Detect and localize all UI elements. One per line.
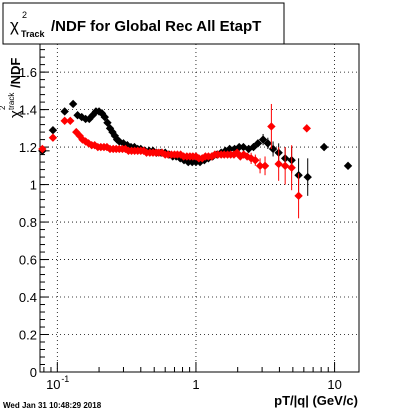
data-point: [255, 161, 265, 171]
data-point: [48, 126, 58, 135]
data-point: [267, 122, 276, 131]
data-point: [81, 137, 90, 146]
series-1: [38, 103, 311, 219]
chart-title: /NDF for Global Rec All EtapT: [51, 18, 261, 35]
data-point: [75, 131, 84, 141]
data-point: [263, 139, 273, 148]
title-box: [2, 2, 285, 45]
timestamp: Wed Jan 31 10:48:29 2018: [3, 401, 102, 410]
ylabel-chi: χ: [7, 110, 24, 118]
data-point: [60, 107, 69, 116]
data-point: [123, 141, 132, 150]
x-tick-label-2: 10: [327, 377, 341, 392]
x-tick-label-0-exponent: -1: [61, 374, 69, 384]
y-tick-label: 0: [30, 365, 37, 380]
data-point: [90, 141, 99, 150]
x-tick-label-0-base: 10: [46, 377, 60, 392]
y-tick-label: 1.2: [19, 140, 37, 155]
data-point: [302, 124, 311, 133]
y-tick-label: 1.6: [19, 65, 37, 80]
data-point: [253, 139, 263, 148]
y-tick-label: 0.6: [19, 253, 37, 268]
data-point: [294, 191, 303, 201]
data-point: [48, 133, 58, 142]
data-point: [303, 172, 312, 182]
y-tick-labels: 0 0.2 0.4 0.6 0.8 1 1.2 1.4 1.6: [19, 65, 37, 380]
x-tick-labels: 10 -1 1 10: [46, 374, 342, 392]
data-point: [97, 109, 107, 118]
ylabel-text: /NDF: [8, 58, 23, 88]
data-point: [280, 161, 290, 171]
title-chi: χ: [10, 16, 19, 35]
data-point: [242, 152, 252, 161]
y-tick-label: 1.4: [19, 103, 37, 118]
data-point: [229, 150, 239, 159]
data-point: [68, 99, 78, 109]
data-point: [60, 116, 69, 126]
data-point: [343, 161, 353, 171]
series-0: [38, 99, 353, 196]
data-point: [319, 142, 329, 152]
title-sub: Track: [21, 29, 46, 39]
ylabel-sub: track: [7, 92, 16, 110]
data-point: [251, 156, 260, 165]
y-tick-label: 0.2: [19, 328, 37, 343]
series-layer: [38, 99, 353, 219]
y-tick-label: 0.4: [19, 290, 37, 305]
data-point: [66, 116, 75, 126]
y-tick-label: 0.8: [19, 215, 37, 230]
plot-frame: [39, 43, 360, 373]
y-tick-label: 1: [30, 178, 37, 193]
data-point: [38, 144, 47, 154]
title-sup: 2: [22, 10, 27, 20]
data-point: [258, 135, 268, 144]
data-point: [103, 118, 112, 127]
y-axis-label: χ 2 track /NDF: [0, 58, 24, 118]
data-point: [73, 111, 82, 120]
axis-ticks: [40, 49, 336, 373]
grid: [40, 44, 359, 373]
x-tick-label-1: 1: [192, 377, 199, 392]
x-axis-label: pT/|q| (GeV/c): [274, 393, 358, 408]
data-point: [260, 161, 270, 171]
ylabel-sup: 2: [0, 105, 7, 110]
data-point: [274, 159, 283, 169]
data-point: [110, 131, 120, 141]
data-point: [115, 137, 124, 146]
data-point: [287, 163, 296, 172]
